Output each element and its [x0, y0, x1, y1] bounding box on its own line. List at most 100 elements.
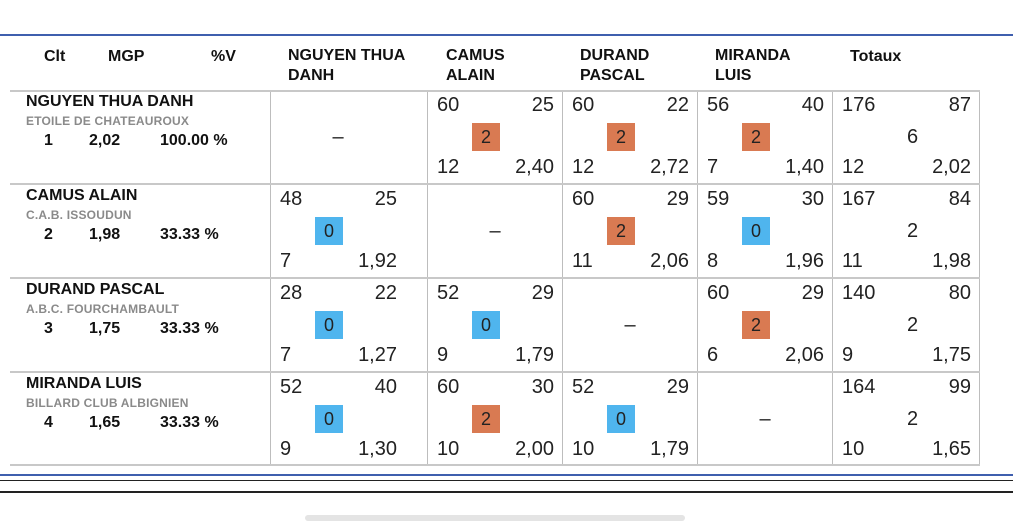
player-club: BILLARD CLUB ALBIGNIEN — [26, 396, 189, 410]
opponent-points: 29 — [801, 282, 824, 304]
totals-cell: 167 84 2 11 1,98 — [833, 184, 979, 277]
opponent-points: 25 — [374, 188, 397, 210]
points-scored: 60 — [707, 282, 730, 304]
total-innings: 12 — [842, 156, 865, 178]
opponent-points: 40 — [374, 376, 397, 398]
total-match-points: 2 — [907, 220, 919, 242]
player-name: CAMUS ALAIN — [26, 187, 138, 204]
totals-cell: 164 99 2 10 1,65 — [833, 372, 979, 465]
match-points-badge: 2 — [742, 311, 770, 339]
player-mgp: 1,98 — [89, 226, 121, 243]
total-average: 1,65 — [932, 438, 971, 460]
total-innings: 11 — [842, 250, 863, 272]
match-points-badge: 2 — [607, 217, 635, 245]
player-pct: 33.33 % — [160, 320, 219, 337]
player-pct: 33.33 % — [160, 226, 219, 243]
player-mgp: 1,65 — [89, 414, 121, 431]
player-rank: 3 — [44, 320, 53, 337]
total-opponent-points: 80 — [948, 282, 971, 304]
average: 2,06 — [785, 344, 824, 366]
match-cell: 60 25 2 12 2,40 — [428, 90, 562, 183]
match-cell: – — [698, 372, 832, 465]
points-scored: 28 — [280, 282, 303, 304]
match-cell: 52 29 0 10 1,79 — [563, 372, 697, 465]
points-scored: 48 — [280, 188, 303, 210]
player-name: MIRANDA LUIS — [26, 375, 142, 392]
innings: 9 — [437, 344, 449, 366]
match-cell: 60 29 2 11 2,06 — [563, 184, 697, 277]
match-cell: 60 29 2 6 2,06 — [698, 278, 832, 371]
match-points-badge: 0 — [315, 311, 343, 339]
points-scored: 60 — [437, 94, 460, 116]
average: 2,72 — [650, 156, 689, 178]
innings: 8 — [707, 250, 719, 272]
match-cell: 59 30 0 8 1,96 — [698, 184, 832, 277]
totals-cell: 176 87 6 12 2,02 — [833, 90, 979, 183]
innings: 12 — [572, 156, 595, 178]
player-row: NGUYEN THUA DANH ETOILE DE CHATEAUROUX 1 2,… — [10, 90, 270, 183]
match-cell: – — [428, 184, 562, 277]
match-points-badge: 0 — [607, 405, 635, 433]
average: 2,40 — [515, 156, 554, 178]
header-clt: Clt — [44, 48, 66, 65]
player-row: DURAND PASCAL A.B.C. FOURCHAMBAULT 3 1,75 33… — [10, 278, 270, 371]
bottom-rule-thick — [0, 491, 1013, 493]
match-cell: 48 25 0 7 1,92 — [271, 184, 405, 277]
innings: 9 — [280, 438, 292, 460]
match-cell: 28 22 0 7 1,27 — [271, 278, 405, 371]
total-match-points: 6 — [907, 126, 919, 148]
scroll-indicator — [305, 515, 685, 521]
match-cell: – — [563, 278, 697, 371]
player-club: A.B.C. FOURCHAMBAULT — [26, 302, 180, 316]
total-average: 1,75 — [932, 344, 971, 366]
average: 1,40 — [785, 156, 824, 178]
innings: 10 — [437, 438, 460, 460]
totals-cell: 140 80 2 9 1,75 — [833, 278, 979, 371]
match-cell: 56 40 2 7 1,40 — [698, 90, 832, 183]
opponent-points: 25 — [531, 94, 554, 116]
points-scored: 52 — [572, 376, 595, 398]
average: 1,92 — [358, 250, 397, 272]
opponent-points: 29 — [666, 188, 689, 210]
player-name: NGUYEN THUA DANH — [26, 93, 194, 110]
header-totaux: Totaux — [850, 48, 902, 65]
innings: 11 — [572, 250, 593, 272]
top-divider — [0, 34, 1013, 36]
innings: 7 — [707, 156, 719, 178]
header-player-1: NGUYEN THUA DANH — [288, 47, 406, 84]
match-cell: 60 22 2 12 2,72 — [563, 90, 697, 183]
player-name: DURAND PASCAL — [26, 281, 165, 298]
total-points: 164 — [842, 376, 876, 398]
header-player-4: MIRANDA LUIS — [715, 47, 791, 84]
average: 1,79 — [515, 344, 554, 366]
points-scored: 60 — [572, 188, 595, 210]
points-scored: 56 — [707, 94, 730, 116]
match-cell: – — [271, 90, 405, 183]
average: 1,27 — [358, 344, 397, 366]
header-player-2: CAMUS ALAIN — [446, 47, 505, 84]
bottom-rule — [0, 480, 1013, 481]
bottom-divider — [0, 474, 1013, 476]
player-rank: 1 — [44, 132, 53, 149]
match-points-badge: 2 — [472, 405, 500, 433]
points-scored: 59 — [707, 188, 730, 210]
match-cell: 52 29 0 9 1,79 — [428, 278, 562, 371]
total-points: 176 — [842, 94, 876, 116]
points-scored: 52 — [280, 376, 303, 398]
total-match-points: 2 — [907, 408, 919, 430]
player-rank: 2 — [44, 226, 53, 243]
total-opponent-points: 99 — [948, 376, 971, 398]
player-mgp: 2,02 — [89, 132, 121, 149]
opponent-points: 40 — [801, 94, 824, 116]
opponent-points: 30 — [801, 188, 824, 210]
player-pct: 100.00 % — [160, 132, 228, 149]
player-rank: 4 — [44, 414, 53, 431]
player-row: MIRANDA LUIS BILLARD CLUB ALBIGNIEN 4 1,65 3… — [10, 372, 270, 465]
player-mgp: 1,75 — [89, 320, 121, 337]
match-cell: 52 40 0 9 1,30 — [271, 372, 405, 465]
opponent-points: 22 — [374, 282, 397, 304]
total-average: 1,98 — [932, 250, 971, 272]
self-match-dash: – — [332, 126, 344, 148]
player-club: ETOILE DE CHATEAUROUX — [26, 114, 190, 128]
innings: 7 — [280, 344, 292, 366]
